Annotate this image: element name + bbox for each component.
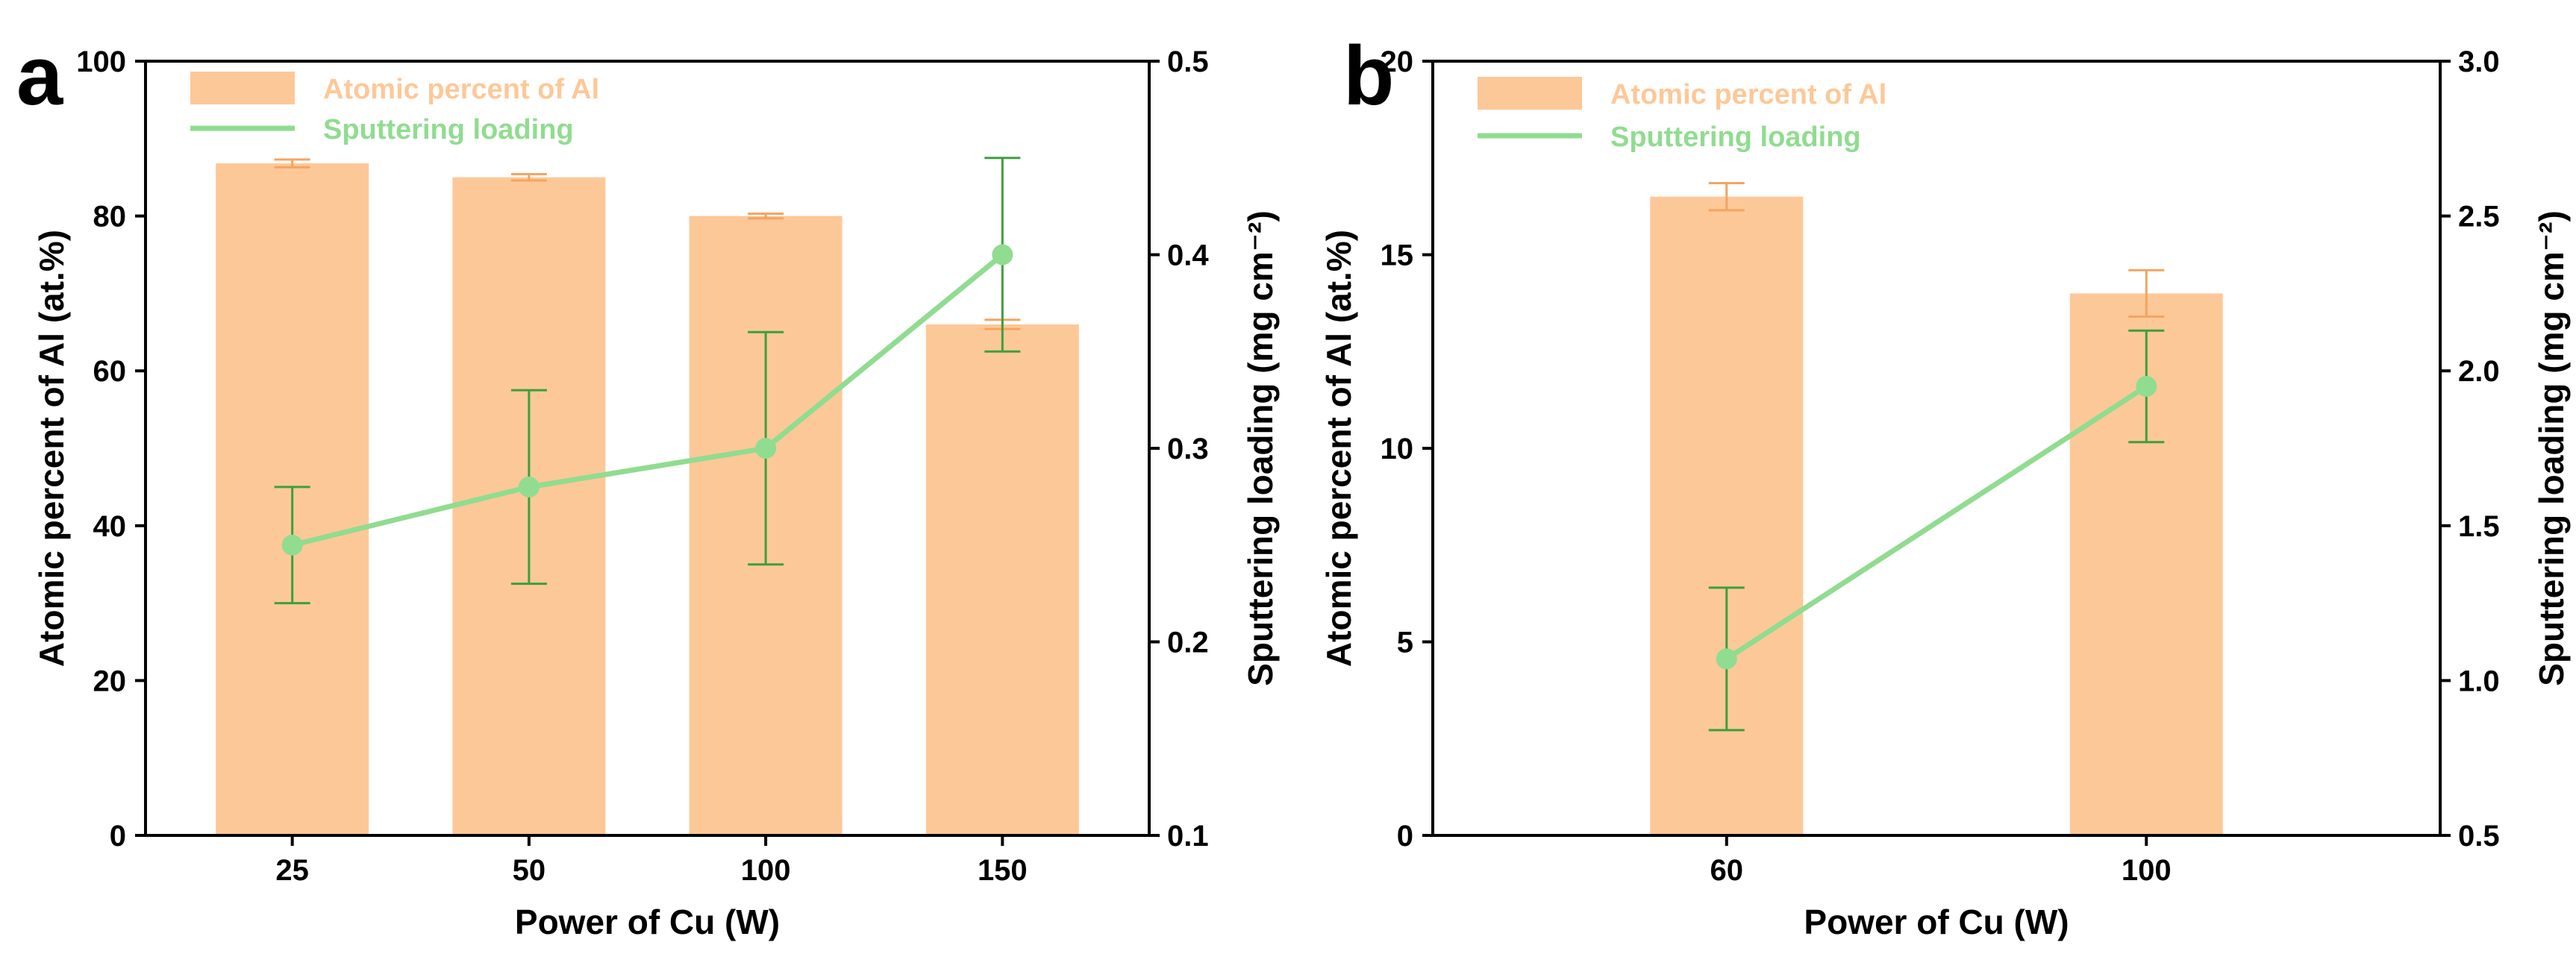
legend-swatch-bar (190, 72, 295, 104)
y-tick-label: 20 (93, 665, 127, 697)
x-axis-label: Power of Cu (W) (1804, 903, 2069, 941)
legend-label-bar: Atomic percent of Al (1610, 79, 1886, 110)
y2-tick-label: 0.3 (1167, 433, 1209, 465)
legend-label-line: Sputtering loading (323, 114, 574, 145)
y2-axis-label: Sputtering loading (mg cm⁻²) (1241, 210, 1280, 686)
line-point-100 (2136, 375, 2157, 397)
x-tick-label: 150 (978, 854, 1028, 887)
y2-tick-label: 0.5 (2458, 820, 2500, 853)
line-point-60 (1716, 648, 1737, 670)
y2-tick-label: 1.5 (2458, 510, 2500, 543)
x-axis-label: Power of Cu (W) (515, 903, 780, 941)
y-tick-label: 5 (1397, 627, 1413, 659)
line-point-50 (518, 476, 540, 498)
sputtering-loading-line (291, 252, 1004, 548)
legend-label-line: Sputtering loading (1610, 122, 1861, 153)
bar-60 (1650, 196, 1804, 835)
y-tick-label: 15 (1381, 239, 1414, 272)
line-point-100 (755, 438, 777, 459)
y2-tick-label: 3.0 (2458, 45, 2500, 78)
y2-tick-label: 1.0 (2458, 665, 2500, 697)
y-axis-label: Atomic percent of Al (at.%) (1319, 230, 1358, 667)
panel-letter-a: a (16, 29, 63, 122)
y-tick-label: 60 (93, 355, 127, 388)
line-point-25 (281, 534, 303, 556)
y-tick-label: 0 (110, 820, 126, 853)
legend: Atomic percent of Al Sputtering loading (1478, 77, 1886, 153)
legend-swatch-bar (1478, 77, 1582, 110)
y2-tick-label: 0.5 (1167, 45, 1209, 78)
bar-error-bar-100 (748, 212, 784, 220)
y-tick-label: 0 (1397, 820, 1413, 853)
y2-tick-label: 2.5 (2458, 201, 2500, 233)
y2-tick-label: 0.1 (1167, 820, 1209, 853)
sputtering-loading-line (1725, 384, 2148, 662)
panel-letter-b: b (1343, 29, 1394, 122)
y-tick-label: 20 (1381, 45, 1414, 78)
y2-tick-label: 0.4 (1167, 239, 1209, 272)
plot-frame (1431, 60, 2442, 837)
chart-panel-b: 0 5 10 15 20 0.5 1.0 1.5 2.0 2.5 3.0 60 100 Power of … (1319, 45, 2571, 941)
bar-error-bar-100 (2128, 269, 2165, 318)
y-tick-label: 100 (76, 45, 126, 78)
x-tick-label: 100 (2122, 854, 2172, 887)
y-tick-label: 80 (93, 201, 127, 233)
bar-error-bar-60 (1708, 181, 1745, 212)
y2-tick-label: 2.0 (2458, 355, 2500, 388)
y2-axis-label: Sputtering loading (mg cm⁻²) (2532, 210, 2571, 686)
y-tick-label: 10 (1381, 433, 1414, 465)
x-tick-label: 25 (275, 854, 309, 887)
y2-tick-label: 0.2 (1167, 627, 1209, 659)
bar-error-bar-50 (510, 173, 547, 182)
y-tick-label: 40 (93, 510, 127, 543)
x-tick-label: 100 (741, 854, 791, 887)
bar-150 (925, 324, 1079, 835)
legend: Atomic percent of Al Sputtering loading (190, 72, 599, 145)
chart-panel-a: 0 20 40 60 80 100 0.1 0.2 0.3 0.4 0.5 25 50 100 150 Pow… (32, 45, 1280, 941)
line-point-150 (992, 244, 1013, 266)
bar-error-bar-25 (274, 158, 310, 169)
y-axis-label: Atomic percent of Al (at.%) (32, 230, 71, 667)
legend-label-bar: Atomic percent of Al (323, 74, 599, 105)
x-tick-label: 50 (513, 854, 546, 887)
x-tick-label: 60 (1710, 854, 1744, 887)
